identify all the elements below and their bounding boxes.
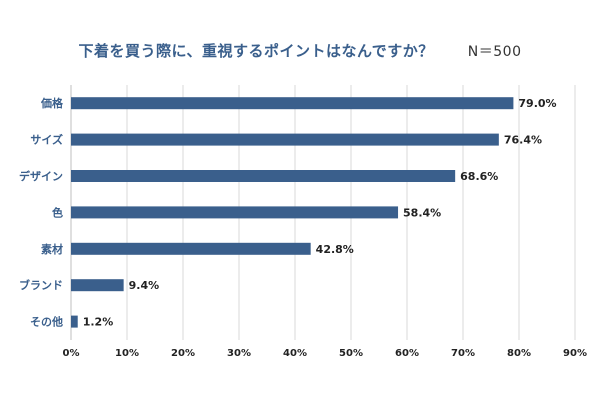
x-tick-label: 40%: [283, 348, 307, 359]
category-label: 価格: [40, 96, 64, 110]
x-tick-label: 20%: [171, 348, 195, 359]
data-label: 58.4%: [403, 206, 441, 219]
bar: [71, 279, 124, 292]
chart-title-line: 下着を買う際に、重視するポイントはなんですか？ N＝500: [0, 40, 600, 64]
x-tick-label: 60%: [395, 348, 419, 359]
category-label: ブランド: [19, 278, 63, 292]
category-label: サイズ: [30, 133, 63, 147]
data-label: 79.0%: [518, 97, 556, 110]
x-tick-label: 90%: [563, 348, 587, 359]
bar: [71, 133, 499, 146]
sample-size-note: N＝500: [467, 44, 522, 60]
chart-title: 下着を買う際に、重視するポイントはなんですか？: [78, 42, 434, 60]
data-label: 42.8%: [316, 243, 354, 256]
data-label: 68.6%: [460, 170, 498, 183]
data-label: 76.4%: [504, 134, 542, 147]
bar: [71, 315, 78, 328]
x-tick-label: 30%: [227, 348, 251, 359]
bar: [71, 242, 311, 255]
bar: [71, 206, 399, 219]
x-tick-label: 70%: [451, 348, 475, 359]
x-tick-label: 50%: [339, 348, 363, 359]
x-tick-label: 0%: [63, 348, 80, 359]
data-label: 9.4%: [129, 279, 160, 292]
data-label: 1.2%: [83, 316, 114, 329]
bar: [71, 170, 456, 182]
bar: [71, 97, 514, 110]
x-tick-label: 80%: [507, 348, 531, 359]
category-label: 素材: [41, 242, 63, 256]
category-label: デザイン: [19, 169, 63, 183]
category-label: 色: [52, 205, 63, 219]
x-tick-label: 10%: [115, 348, 139, 359]
category-label: その他: [30, 315, 63, 329]
